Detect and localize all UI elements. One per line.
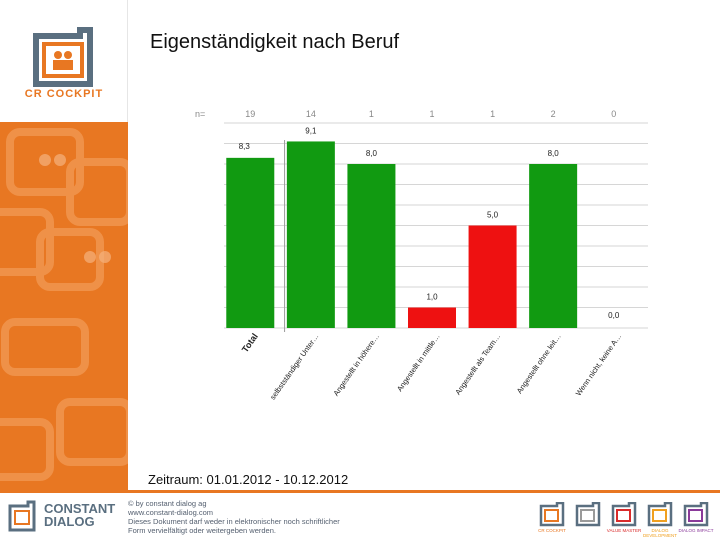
sidebar: CR COCKPIT bbox=[0, 0, 128, 490]
company-name-line2: DIALOG bbox=[44, 514, 95, 529]
bar bbox=[468, 225, 517, 328]
product-logo-icon bbox=[574, 501, 602, 528]
bar bbox=[408, 307, 456, 328]
logo-text: CR COCKPIT bbox=[24, 88, 104, 100]
product-label: VALUE MASTER bbox=[606, 528, 642, 533]
category-label: Angestellt in mittle… bbox=[395, 332, 442, 393]
n-value: 2 bbox=[551, 109, 556, 119]
footer-divider bbox=[0, 490, 720, 493]
value-label: 0,0 bbox=[608, 311, 620, 320]
bar bbox=[347, 164, 396, 328]
category-label: Angestellt ohne leit… bbox=[515, 332, 563, 395]
constant-dialog-logo-icon bbox=[8, 500, 36, 532]
website-line: www.constant-dialog.com bbox=[128, 508, 214, 517]
notice-line: Dieses Dokument darf weder in elektronis… bbox=[128, 517, 340, 526]
page-title: Eigenständigkeit nach Beruf bbox=[150, 31, 400, 53]
product-logo-icon bbox=[646, 501, 674, 528]
decorative-pattern-icon bbox=[0, 128, 128, 481]
n-value: 19 bbox=[245, 109, 255, 119]
copyright-line: © by constant dialog ag bbox=[128, 499, 207, 508]
product-label: DIALOG IMPACT bbox=[678, 528, 714, 533]
notice-line: Form vervielfältigt oder weitergeben wer… bbox=[128, 526, 276, 535]
company-name-line1: CONSTANT bbox=[44, 501, 116, 516]
logo-area: CR COCKPIT bbox=[0, 0, 128, 122]
copyright-notice: © by constant dialog ag www.constant-dia… bbox=[128, 499, 388, 535]
product-label: DIALOG DEVELOPMENT bbox=[642, 528, 677, 538]
value-label: 8,3 bbox=[239, 142, 251, 151]
product-logo-icon bbox=[538, 501, 566, 528]
cr-cockpit-logo-icon bbox=[33, 27, 93, 87]
category-label: Total bbox=[240, 331, 260, 354]
value-label: 8,0 bbox=[366, 149, 378, 158]
bar bbox=[529, 164, 578, 328]
category-label: Wenn nicht, keine A… bbox=[574, 332, 624, 397]
n-value: 1 bbox=[369, 109, 374, 119]
date-range: Zeitraum: 01.01.2012 - 10.12.2012 bbox=[148, 472, 349, 487]
product-logo-icon bbox=[682, 501, 710, 528]
n-value: 1 bbox=[490, 109, 495, 119]
category-label: selbstständiger Unter… bbox=[268, 332, 320, 401]
category-label: Angestellt als Team… bbox=[453, 332, 502, 396]
n-value: 14 bbox=[306, 109, 316, 119]
value-label: 9,1 bbox=[305, 126, 317, 135]
bar bbox=[226, 157, 275, 328]
bar bbox=[286, 141, 335, 328]
company-name: CONSTANT DIALOG bbox=[44, 502, 115, 528]
value-label: 8,0 bbox=[548, 149, 560, 158]
product-logo-icon bbox=[610, 501, 638, 528]
bar-chart: n= 19 8,3 Total 14 9,1 selbstständiger Unter… 1… bbox=[195, 109, 648, 401]
n-value: 1 bbox=[429, 109, 434, 119]
value-label: 1,0 bbox=[426, 293, 438, 302]
category-label: Angestellt in höhere… bbox=[331, 332, 381, 398]
value-label: 5,0 bbox=[487, 211, 499, 220]
product-label: CR COCKPIT bbox=[538, 528, 566, 533]
n-label: n= bbox=[195, 109, 205, 119]
n-value: 0 bbox=[611, 109, 616, 119]
sidebar-decoration bbox=[0, 122, 128, 490]
